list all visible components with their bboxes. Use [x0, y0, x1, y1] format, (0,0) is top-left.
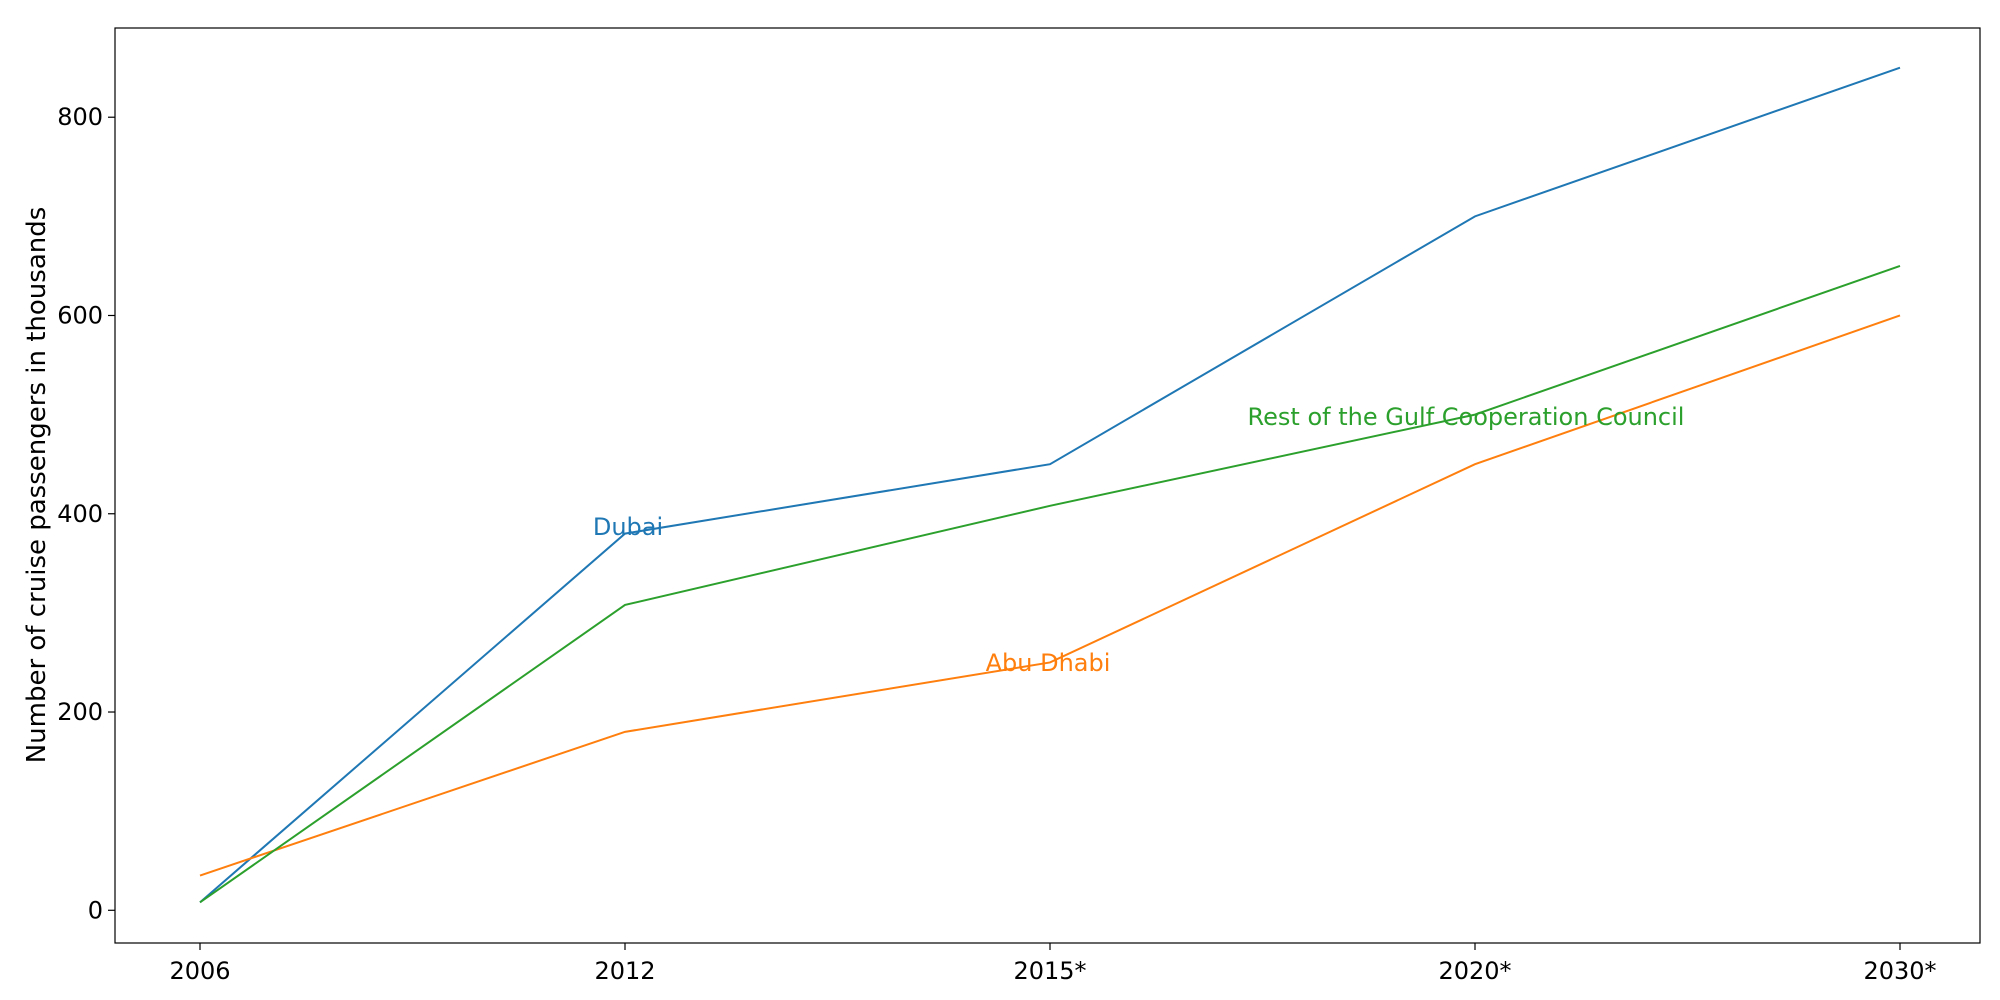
- series-lines: [199, 66, 1901, 904]
- series-label: Rest of the Gulf Cooperation Council: [1248, 403, 1685, 431]
- x-tick-label: 2006: [169, 957, 230, 985]
- y-axis: 0 200 400 600 800: [57, 103, 115, 924]
- y-tick-label: 200: [57, 698, 103, 726]
- series-line-abu-dhabi: [199, 314, 1901, 877]
- series-line-rest-of-the-gulf-cooperation-council: [199, 264, 1901, 904]
- plot-area: [114, 27, 1981, 944]
- y-axis-label: Number of cruise passengers in thousands: [22, 207, 52, 764]
- series-line-dubai: [199, 66, 1901, 904]
- series-label: Abu Dhabi: [986, 649, 1111, 677]
- series-labels: Dubai Abu Dhabi Rest of the Gulf Cooperati…: [593, 403, 1685, 677]
- series-label: Dubai: [593, 513, 663, 541]
- y-tick-label: 0: [88, 896, 103, 924]
- y-tick-label: 400: [57, 500, 103, 528]
- x-tick-label: 2020*: [1438, 957, 1511, 985]
- x-tick-label: 2015*: [1013, 957, 1086, 985]
- y-tick-label: 600: [57, 301, 103, 329]
- y-tick-label: 800: [57, 103, 103, 131]
- x-tick-label: 2012: [594, 957, 655, 985]
- x-tick-label: 2030*: [1863, 957, 1936, 985]
- x-axis: 2006 2012 2015* 2020* 2030*: [169, 943, 1937, 985]
